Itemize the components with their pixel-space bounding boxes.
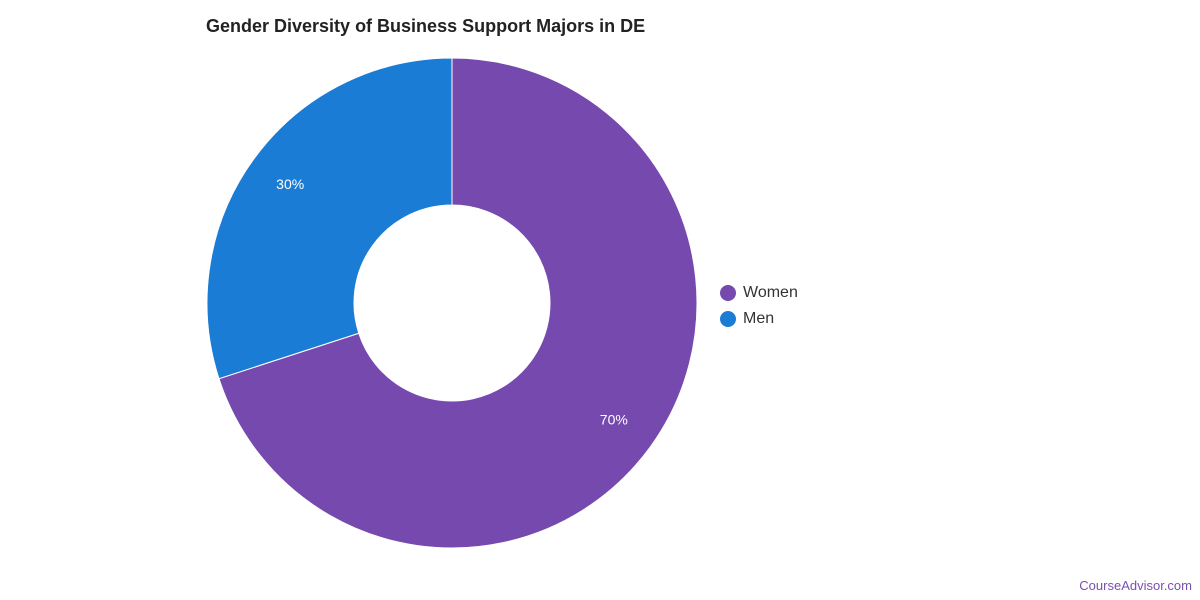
legend-item-men[interactable]: Men xyxy=(720,306,798,332)
slice-label-men: 30% xyxy=(276,176,304,192)
legend: Women Men xyxy=(720,280,798,332)
chart-title: Gender Diversity of Business Support Maj… xyxy=(206,16,646,36)
courseadvisor-watermark[interactable]: CourseAdvisor.com xyxy=(1079,578,1192,593)
slice-label-women: 70% xyxy=(600,411,628,427)
legend-label-men: Men xyxy=(743,310,775,327)
slice-men[interactable] xyxy=(206,57,453,380)
legend-swatch-men xyxy=(720,311,736,327)
legend-item-women[interactable]: Women xyxy=(720,280,798,306)
slice-labels: 70% 30% xyxy=(276,176,628,427)
legend-swatch-women xyxy=(720,285,736,301)
legend-label-women: Women xyxy=(743,284,798,301)
slice-women[interactable] xyxy=(218,57,698,549)
donut-slices xyxy=(206,57,698,549)
